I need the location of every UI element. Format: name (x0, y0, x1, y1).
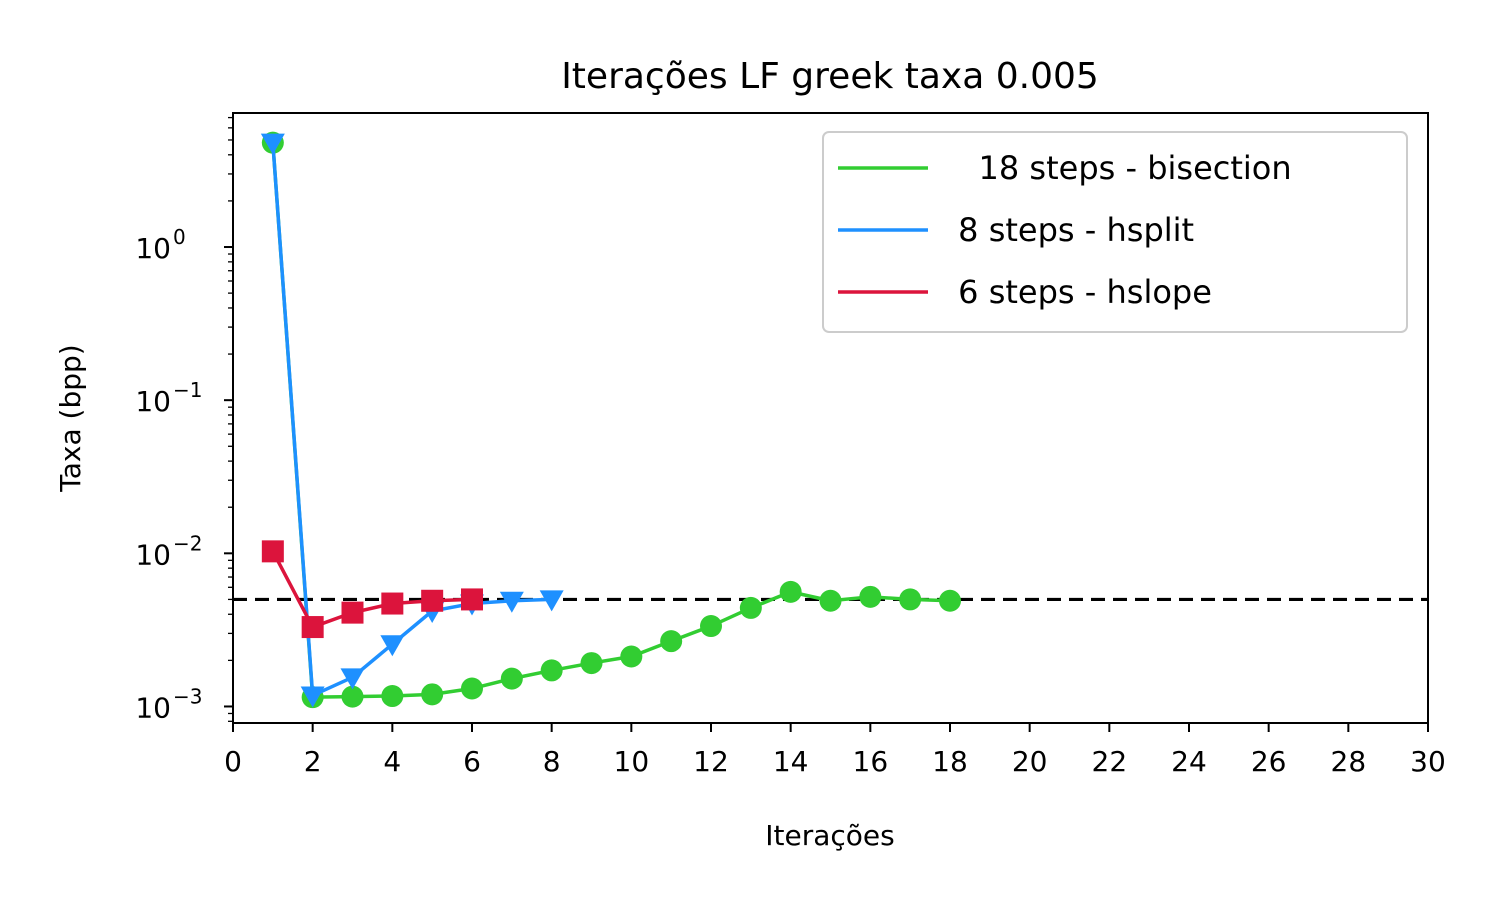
data-point (341, 685, 364, 708)
x-tick-label: 18 (932, 745, 968, 778)
x-tick-label: 10 (614, 745, 650, 778)
data-point (381, 592, 404, 615)
data-point (859, 585, 882, 608)
data-point (899, 588, 922, 611)
x-tick-label: 16 (853, 745, 889, 778)
x-tick-label: 14 (773, 745, 809, 778)
data-point (380, 635, 405, 657)
data-point (620, 645, 643, 668)
x-tick-label: 24 (1171, 745, 1207, 778)
y-tick-exponent: −2 (173, 531, 202, 555)
data-point (421, 589, 444, 612)
x-tick-label: 22 (1092, 745, 1128, 778)
data-point (939, 589, 961, 612)
y-tick-label: 10 (135, 385, 171, 418)
y-tick-label: 10 (135, 538, 171, 571)
data-point (700, 615, 722, 638)
data-point (301, 616, 324, 639)
x-tick-label: 4 (383, 745, 401, 778)
data-point (461, 677, 483, 700)
data-point (421, 683, 444, 706)
data-point (260, 133, 285, 155)
data-point (340, 668, 365, 690)
chart-title: Iterações LF greek taxa 0.005 (561, 56, 1099, 97)
legend-label: 6 steps - hslope (948, 273, 1212, 311)
x-tick-label: 8 (543, 745, 561, 778)
data-point (341, 601, 364, 624)
y-tick-label: 10 (135, 232, 171, 265)
y-tick-exponent: −1 (173, 378, 202, 402)
plot-area (233, 131, 1428, 709)
x-tick-label: 6 (463, 745, 481, 778)
x-tick-label: 30 (1410, 745, 1446, 778)
y-axis-label: Taxa (bpp) (54, 344, 87, 492)
y-tick-exponent: 0 (173, 225, 186, 249)
data-point (739, 596, 762, 619)
data-point (461, 588, 483, 611)
series-0 (261, 131, 961, 709)
data-point (580, 652, 603, 675)
data-point (300, 686, 325, 708)
series-line (271, 142, 552, 698)
data-point (660, 630, 683, 653)
legend-box (822, 131, 1408, 333)
series-2 (261, 540, 483, 639)
legend: 18 steps - bisection 8 steps - hsplit 6 … (822, 131, 1408, 333)
legend-label: 8 steps - hsplit (948, 211, 1194, 249)
data-point (819, 589, 842, 612)
data-point (779, 580, 802, 603)
data-point (261, 540, 284, 563)
axes-frame (232, 112, 1429, 724)
y-tick-exponent: −3 (173, 684, 202, 708)
data-point (540, 659, 563, 682)
x-tick-label: 26 (1251, 745, 1287, 778)
x-tick-label: 2 (304, 745, 322, 778)
x-tick-label: 0 (224, 745, 242, 778)
data-point (500, 667, 523, 690)
y-tick-label: 10 (135, 691, 171, 724)
data-point (381, 685, 404, 708)
x-tick-label: 28 (1331, 745, 1367, 778)
data-point (499, 591, 524, 613)
legend-label: 18 steps - bisection (948, 149, 1292, 187)
x-axis-label: Iterações (765, 819, 894, 852)
x-tick-label: 12 (693, 745, 729, 778)
data-point (539, 590, 564, 612)
x-tick-label: 20 (1012, 745, 1048, 778)
